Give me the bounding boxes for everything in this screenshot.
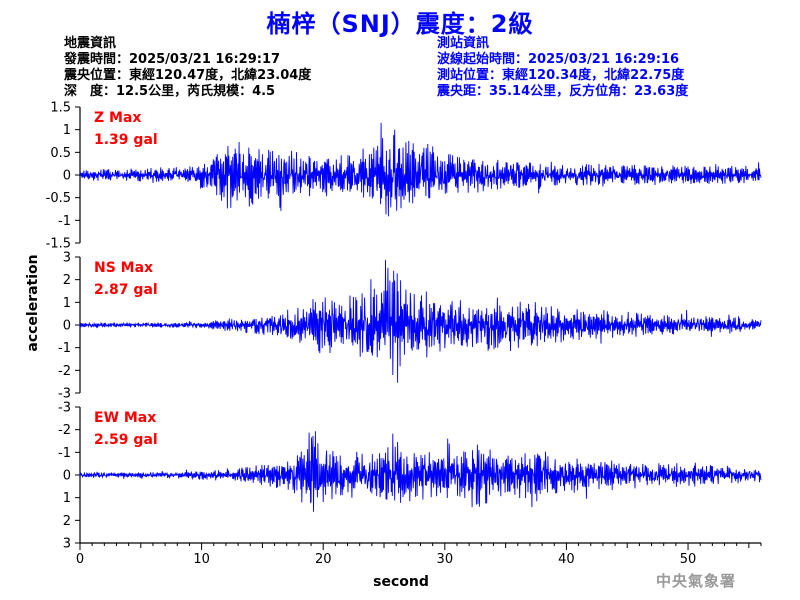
x-tick-label: 20 <box>315 552 332 567</box>
y-tick-label: -1.5 <box>46 237 71 252</box>
y-tick-label: -1 <box>58 446 71 461</box>
epicenter-location: 震央位置：東經120.47度，北緯23.04度 <box>64 68 312 83</box>
panel-max-value: 1.39 gal <box>94 132 158 148</box>
chart-title: 楠梓（SNJ）震度：2級 <box>266 10 534 38</box>
agency-watermark: 中央氣象署 <box>656 572 737 590</box>
y-tick-label: 0 <box>63 469 71 484</box>
y-tick-label: 2 <box>63 514 71 529</box>
waveform-trace-z <box>79 122 762 217</box>
y-tick-label: -3 <box>58 387 71 402</box>
y-tick-label: 3 <box>63 537 71 552</box>
waveform-start-time: 波線起始時間：2025/03/21 16:29:16 <box>437 52 680 67</box>
panel-max-value: 2.59 gal <box>94 432 158 448</box>
panels-layer: -1.5 -1 -0.5 0 0.5 1 1.5 Z Max 1.39 gal -3 -2 -1 0 1 2… <box>46 101 762 552</box>
y-axis-title: acceleration <box>25 254 41 351</box>
x-tick-label: 10 <box>193 552 210 567</box>
panel-max-label: Z Max <box>94 110 141 126</box>
y-tick-label: 3 <box>63 251 71 266</box>
station-info-heading: 測站資訊 <box>437 36 490 51</box>
x-tick-label: 30 <box>437 552 454 567</box>
y-tick-label: -2 <box>58 423 71 438</box>
y-tick-label: -0.5 <box>46 191 71 206</box>
y-tick-label: 0 <box>63 319 71 334</box>
y-tick-label: 0.5 <box>50 146 71 161</box>
panel-ns: -3 -2 -1 0 1 2 3 NS Max 2.87 gal <box>58 251 762 402</box>
panel-z: -1.5 -1 -0.5 0 0.5 1 1.5 Z Max 1.39 gal <box>46 101 762 252</box>
x-axis-title: second <box>373 574 429 590</box>
panel-ew: 3 2 1 0 -1 -2 -3 EW Max 2.59 gal <box>58 401 762 552</box>
y-tick-label: -3 <box>58 401 71 416</box>
depth-magnitude: 深 度：12.5公里，芮氏規模：4.5 <box>64 84 276 99</box>
x-tick-label: 50 <box>680 552 697 567</box>
y-tick-label: 1 <box>63 491 71 506</box>
y-tick-label: 0 <box>63 169 71 184</box>
panel-max-label: NS Max <box>94 260 153 276</box>
y-tick-label: -1 <box>58 341 71 356</box>
y-tick-label: 1 <box>63 123 71 138</box>
station-location: 測站位置：東經120.34度，北緯22.75度 <box>437 68 685 83</box>
panel-max-label: EW Max <box>94 410 156 426</box>
y-tick-label: 1.5 <box>50 101 71 116</box>
x-tick-label: 40 <box>558 552 575 567</box>
distance-azimuth: 震央距：35.14公里，反方位角：23.63度 <box>437 84 689 99</box>
origin-time: 發震時間：2025/03/21 16:29:17 <box>64 52 281 67</box>
station-info-block: 測站資訊 波線起始時間：2025/03/21 16:29:16 測站位置：東經1… <box>437 36 688 100</box>
event-info-heading: 地震資訊 <box>64 36 117 51</box>
y-tick-label: -2 <box>58 364 71 379</box>
y-tick-label: 2 <box>63 273 71 288</box>
waveform-trace-ew <box>79 431 762 512</box>
x-axis: 0 10 20 30 40 50 <box>76 542 762 567</box>
waveform-trace-ns <box>79 259 762 383</box>
y-tick-label: -1 <box>58 214 71 229</box>
x-tick-label: 0 <box>76 552 84 567</box>
panel-max-value: 2.87 gal <box>94 282 158 298</box>
event-info-block: 地震資訊 發震時間：2025/03/21 16:29:17 震央位置：東經120… <box>64 36 311 100</box>
y-tick-label: 1 <box>63 296 71 311</box>
